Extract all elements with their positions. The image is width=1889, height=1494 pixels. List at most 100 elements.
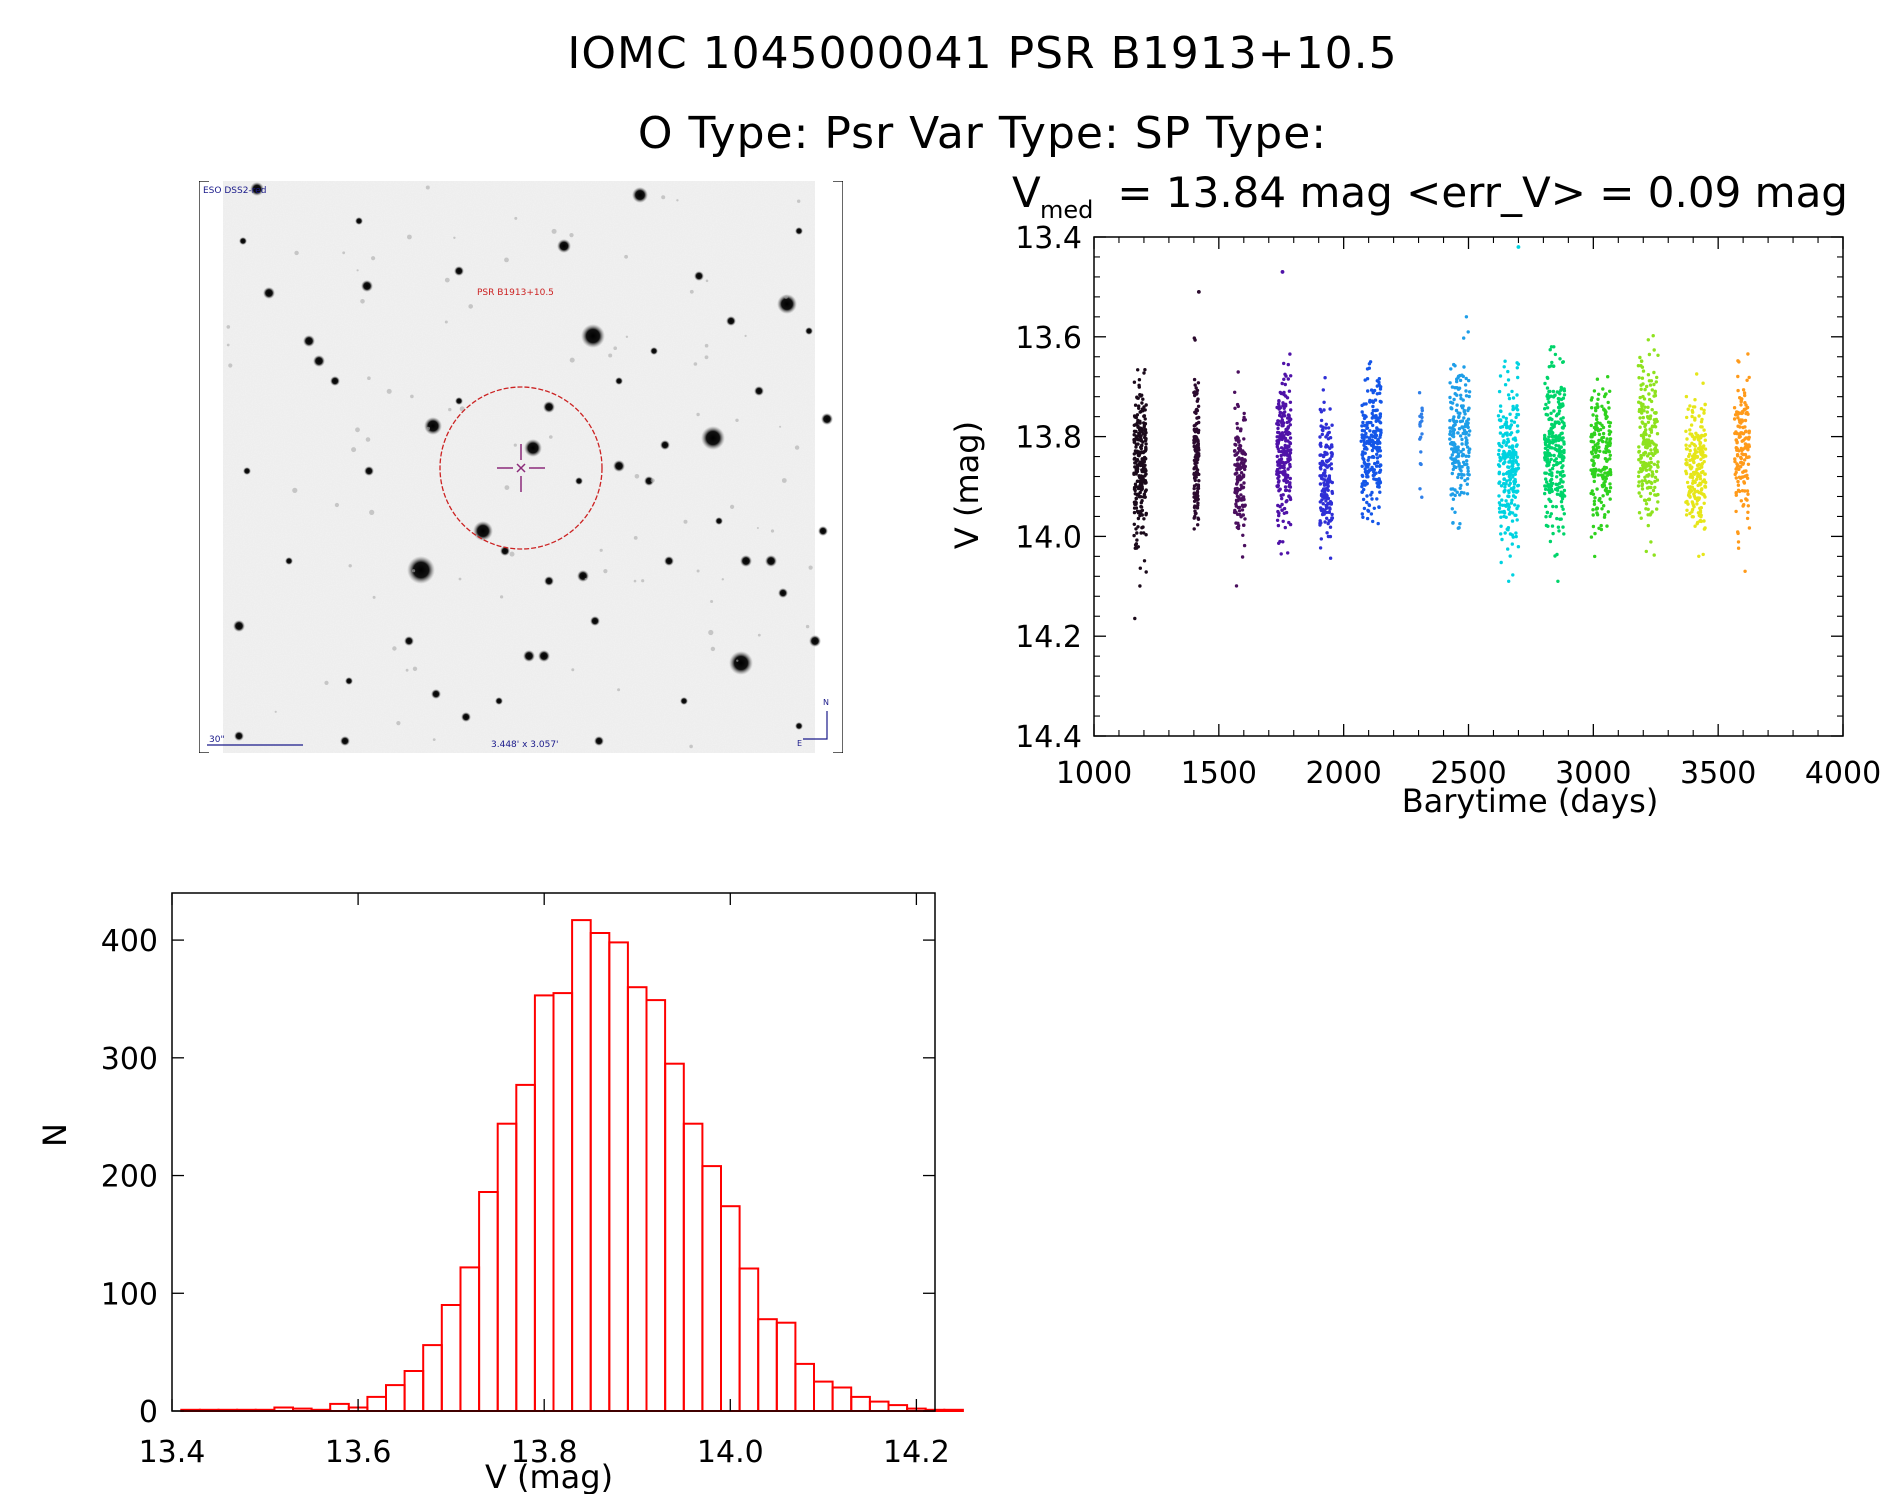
- faint-star: [458, 577, 462, 581]
- faint-star: [468, 304, 474, 309]
- lc-point: [1241, 486, 1245, 490]
- faint-star: [779, 425, 782, 428]
- lc-point: [1497, 441, 1501, 446]
- lc-point: [1289, 374, 1293, 378]
- lc-point: [1330, 451, 1334, 455]
- lc-title-sub: med: [1040, 196, 1093, 224]
- lc-point: [1377, 470, 1382, 474]
- hist-bar: [775, 1321, 797, 1412]
- lc-point: [1194, 474, 1198, 478]
- hist-bar: [459, 1266, 481, 1413]
- lc-point: [1369, 433, 1374, 437]
- hist-bar: [515, 1083, 536, 1413]
- lc-point: [1281, 404, 1285, 408]
- lc-point: [1378, 449, 1383, 453]
- lc-point: [1284, 488, 1289, 492]
- lc-point: [1458, 493, 1462, 497]
- lc-point: [1289, 408, 1293, 412]
- lc-point: [1365, 426, 1370, 430]
- lc-point: [1194, 386, 1198, 390]
- lc-point: [1243, 517, 1247, 521]
- lc-point: [1464, 376, 1468, 381]
- faint-star: [603, 569, 608, 574]
- lc-point: [1450, 471, 1455, 476]
- lc-point: [1375, 452, 1379, 456]
- lc-point: [1241, 533, 1245, 537]
- faint-star: [608, 353, 613, 358]
- lc-point: [1375, 497, 1379, 501]
- lc-point: [1238, 464, 1242, 468]
- star: [795, 722, 803, 730]
- lc-point: [1279, 457, 1284, 461]
- star: [461, 712, 471, 722]
- lc-point: [1326, 437, 1331, 441]
- lc-point: [1448, 395, 1452, 400]
- lc-point: [1288, 418, 1292, 422]
- lc-point: [1195, 391, 1199, 395]
- lc-point: [1142, 450, 1146, 454]
- lc-point: [1451, 487, 1455, 491]
- hist-bar: [385, 1384, 406, 1412]
- lc-point: [1448, 429, 1453, 434]
- lc-point: [1318, 474, 1322, 478]
- lc-point: [1142, 517, 1146, 521]
- hist-xtick-label: 13.4: [139, 1435, 206, 1470]
- faint-star: [650, 478, 655, 483]
- lc-point: [1455, 379, 1459, 384]
- lc-point: [1468, 429, 1472, 433]
- star: [615, 377, 623, 385]
- lc-point: [1366, 389, 1370, 393]
- faint-star: [425, 185, 430, 190]
- lc-point: [1283, 414, 1287, 418]
- lc-point: [1515, 455, 1520, 459]
- lc-point: [1375, 456, 1380, 460]
- faint-star: [226, 343, 230, 347]
- lc-point: [1287, 453, 1292, 457]
- hist-bar: [738, 1267, 760, 1412]
- lc-point: [1288, 423, 1293, 427]
- lc-point: [1419, 462, 1423, 467]
- hist-bar: [589, 932, 611, 1412]
- lc-point: [1419, 450, 1423, 454]
- lc-point: [1367, 462, 1371, 466]
- hist-bar: [329, 1402, 350, 1413]
- lc-point: [1193, 383, 1197, 387]
- star: [523, 650, 535, 662]
- lc-point: [1318, 435, 1322, 439]
- lc-point: [1328, 407, 1332, 411]
- lc-point: [1322, 408, 1326, 412]
- lc-point: [1139, 439, 1144, 443]
- faint-star: [426, 426, 430, 431]
- lc-point: [1369, 388, 1374, 392]
- lc-point: [1506, 378, 1511, 382]
- lc-point: [1143, 417, 1147, 421]
- lc-point: [1318, 407, 1323, 412]
- faint-star: [367, 376, 371, 380]
- lc-point: [1137, 378, 1142, 382]
- hist-bars: [180, 919, 964, 1413]
- lc-point: [1133, 488, 1137, 493]
- lc-point: [1462, 409, 1467, 414]
- lc-point: [1281, 401, 1285, 405]
- lc-point: [1457, 472, 1461, 477]
- lc-point: [1456, 431, 1460, 435]
- hist-xlabel: V (mag): [485, 1458, 613, 1494]
- lc-point: [1197, 479, 1201, 483]
- lc-point: [1361, 456, 1365, 460]
- lc-point: [1330, 512, 1334, 517]
- lc-point: [1284, 500, 1288, 504]
- lc-point: [1237, 505, 1242, 510]
- lc-point: [1132, 423, 1137, 427]
- lc-point: [1365, 447, 1369, 451]
- lc-point: [1284, 461, 1288, 465]
- lc-point: [1143, 422, 1148, 426]
- lc-point: [1138, 513, 1142, 518]
- faint-star: [641, 579, 645, 583]
- lc-point: [1364, 431, 1368, 436]
- lc-point: [1465, 492, 1470, 496]
- lc-point: [1281, 519, 1285, 523]
- lc-point: [1132, 380, 1137, 384]
- lc-point: [1360, 403, 1364, 408]
- lc-point: [1133, 449, 1138, 453]
- lc-point: [1192, 441, 1196, 445]
